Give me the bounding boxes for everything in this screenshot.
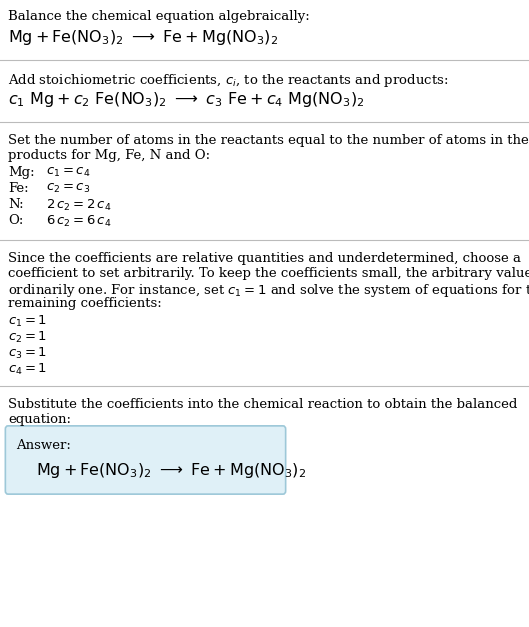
Text: $c_1 = c_4$: $c_1 = c_4$ [46, 166, 90, 179]
Text: Answer:: Answer: [16, 439, 71, 452]
Text: $c_3 = 1$: $c_3 = 1$ [8, 346, 47, 361]
Text: $c_1\ \mathrm{Mg} + c_2\ \mathrm{Fe(NO_3)_2} \ {\longrightarrow}\ c_3\ \mathrm{F: $c_1\ \mathrm{Mg} + c_2\ \mathrm{Fe(NO_3… [8, 90, 364, 109]
Text: Fe:: Fe: [8, 182, 29, 195]
Text: Balance the chemical equation algebraically:: Balance the chemical equation algebraica… [8, 10, 310, 23]
Text: $c_2 = c_3$: $c_2 = c_3$ [46, 182, 90, 195]
Text: products for Mg, Fe, N and O:: products for Mg, Fe, N and O: [8, 149, 210, 162]
FancyBboxPatch shape [5, 426, 286, 494]
Text: $6\,c_2 = 6\,c_4$: $6\,c_2 = 6\,c_4$ [46, 214, 112, 229]
Text: remaining coefficients:: remaining coefficients: [8, 297, 162, 310]
Text: equation:: equation: [8, 413, 71, 426]
Text: Mg:: Mg: [8, 166, 34, 179]
Text: N:: N: [8, 198, 24, 211]
Text: $c_2 = 1$: $c_2 = 1$ [8, 330, 47, 345]
Text: $\mathrm{Mg + Fe(NO_3)_2 \ {\longrightarrow}\ Fe + Mg(NO_3)_2}$: $\mathrm{Mg + Fe(NO_3)_2 \ {\longrightar… [36, 461, 306, 480]
Text: $c_1 = 1$: $c_1 = 1$ [8, 314, 47, 329]
Text: ordinarily one. For instance, set $c_1 = 1$ and solve the system of equations fo: ordinarily one. For instance, set $c_1 =… [8, 282, 529, 299]
Text: O:: O: [8, 214, 23, 227]
Text: Set the number of atoms in the reactants equal to the number of atoms in the: Set the number of atoms in the reactants… [8, 134, 529, 147]
Text: $\mathrm{Mg + Fe(NO_3)_2 \ {\longrightarrow}\ Fe + Mg(NO_3)_2}$: $\mathrm{Mg + Fe(NO_3)_2 \ {\longrightar… [8, 28, 278, 47]
Text: $c_4 = 1$: $c_4 = 1$ [8, 362, 47, 377]
Text: Add stoichiometric coefficients, $c_i$, to the reactants and products:: Add stoichiometric coefficients, $c_i$, … [8, 72, 449, 89]
Text: Since the coefficients are relative quantities and underdetermined, choose a: Since the coefficients are relative quan… [8, 252, 521, 265]
Text: $2\,c_2 = 2\,c_4$: $2\,c_2 = 2\,c_4$ [46, 198, 112, 213]
Text: coefficient to set arbitrarily. To keep the coefficients small, the arbitrary va: coefficient to set arbitrarily. To keep … [8, 267, 529, 280]
Text: Substitute the coefficients into the chemical reaction to obtain the balanced: Substitute the coefficients into the che… [8, 398, 517, 411]
